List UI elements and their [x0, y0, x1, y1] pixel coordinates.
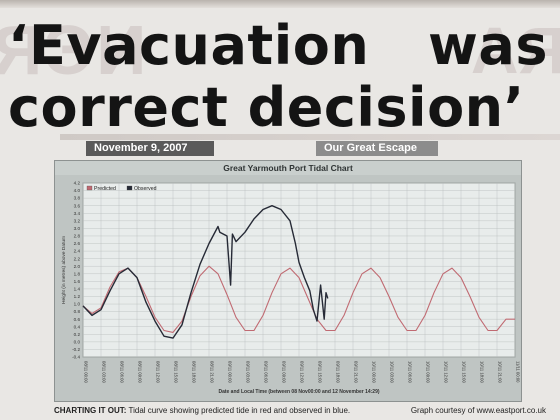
y-tick-label: 3.4 — [74, 211, 81, 216]
y-tick-label: 4.2 — [74, 181, 81, 186]
x-tick-label: 09/11 03:00 — [246, 361, 251, 383]
y-tick-label: 1.6 — [74, 279, 81, 284]
x-tick-label: 09/11 12:00 — [300, 361, 305, 383]
headline-word-evacuation: ‘Evacuation — [8, 14, 370, 77]
x-tick-label: 09/11 21:00 — [354, 361, 359, 383]
x-tick-label: 10/11 00:00 — [372, 361, 377, 383]
y-tick-label: 1.2 — [74, 294, 81, 299]
date-tag: November 9, 2007 — [86, 141, 214, 156]
legend-swatch-observed — [126, 185, 133, 191]
section-tag: Our Great Escape — [316, 141, 438, 156]
x-tick-label: 10/11 21:00 — [498, 361, 503, 383]
x-tick-label: 09/11 00:00 — [228, 361, 233, 383]
x-tick-label: 08/11 06:00 — [120, 361, 125, 383]
graph-credit: Graph courtesy of www.eastport.co.uk — [410, 406, 546, 415]
legend-label-observed: Observed — [134, 186, 157, 192]
y-tick-label: 2.4 — [74, 249, 81, 254]
y-tick-label: 3.8 — [74, 196, 81, 201]
y-tick-label: 2.0 — [74, 264, 81, 269]
caption-lead: CHARTING IT OUT: — [54, 406, 127, 415]
x-tick-label: 10/11 03:00 — [390, 361, 395, 383]
tidal-chart: Great Yarmouth Port Tidal Chart 4.2 4.0 3.… — [54, 160, 522, 402]
series-line-observed — [82, 205, 329, 339]
bleed-through-text-right: AЯ — [470, 13, 560, 87]
y-tick-label: 3.6 — [74, 203, 81, 208]
series-line-predicted — [82, 265, 515, 333]
caption-text: Tidal curve showing predicted tide in re… — [128, 406, 351, 415]
y-tick-label: 2.2 — [74, 256, 81, 261]
legend-label-predicted: Predicted — [94, 186, 116, 192]
x-tick-label: 08/11 00:00 — [84, 361, 89, 383]
y-tick-label: 2.6 — [74, 241, 81, 246]
x-tick-label: 09/11 06:00 — [264, 361, 269, 383]
y-tick-label: 0.8 — [74, 309, 81, 314]
y-axis-label: Height (in metres) above Datum — [61, 236, 67, 304]
x-tick-label: 09/11 15:00 — [318, 361, 323, 383]
x-tick-label: 11/11 00:00 — [516, 361, 521, 383]
x-tick-label: 09/11 09:00 — [282, 361, 287, 383]
x-tick-label: 08/11 12:00 — [156, 361, 161, 383]
y-tick-label: 2.8 — [74, 234, 81, 239]
x-tick-label: 10/11 06:00 — [408, 361, 413, 383]
x-tick-label: 10/11 15:00 — [462, 361, 467, 383]
legend-swatch-predicted — [86, 185, 93, 191]
x-tick-label: 08/11 03:00 — [102, 361, 107, 383]
x-tick-label: 08/11 18:00 — [192, 361, 197, 383]
x-tick-label: 08/11 09:00 — [138, 361, 143, 383]
y-tick-label: 3.2 — [74, 218, 81, 223]
headline-line-2: correct decision’ — [8, 76, 525, 139]
figure-caption: CHARTING IT OUT: Tidal curve showing pre… — [54, 404, 554, 418]
y-tick-label: -0.4 — [72, 355, 80, 360]
chart-canvas: 4.2 4.0 3.8 3.6 3.4 3.2 3.0 2.8 2.6 2.4 2.2 2.0 1.8 1… — [61, 181, 521, 395]
y-tick-label: 3.0 — [74, 226, 81, 231]
chart-title: Great Yarmouth Port Tidal Chart — [55, 161, 521, 175]
y-tick-label: 0.6 — [74, 317, 81, 322]
section-rule — [60, 134, 560, 140]
x-tick-label: 08/11 15:00 — [174, 361, 179, 383]
y-tick-label: 0.2 — [74, 332, 81, 337]
x-tick-label: 10/11 18:00 — [480, 361, 485, 383]
y-tick-label: 0.4 — [74, 324, 81, 329]
x-tick-label: 10/11 12:00 — [444, 361, 449, 383]
article-headline: ‘Evacuation was correct decision’ — [8, 16, 556, 138]
y-tick-label: 1.8 — [74, 271, 81, 276]
x-axis-label: Date and Local Time (between 08 Nov00:00… — [218, 389, 379, 395]
y-tick-label: 0.0 — [74, 339, 81, 344]
x-tick-label: 09/11 18:00 — [336, 361, 341, 383]
y-tick-label: 1.0 — [74, 302, 81, 307]
headline-word-was: was — [428, 14, 548, 77]
y-tick-label: 4.0 — [74, 188, 81, 193]
bleed-through-text-left: ЯЭИ — [0, 11, 149, 89]
y-tick-label: 1.4 — [74, 287, 81, 292]
x-tick-label: 10/11 09:00 — [426, 361, 431, 383]
x-tick-label: 08/11 21:00 — [210, 361, 215, 383]
y-tick-label: -0.2 — [72, 347, 80, 352]
previous-page-bleed — [0, 0, 560, 8]
